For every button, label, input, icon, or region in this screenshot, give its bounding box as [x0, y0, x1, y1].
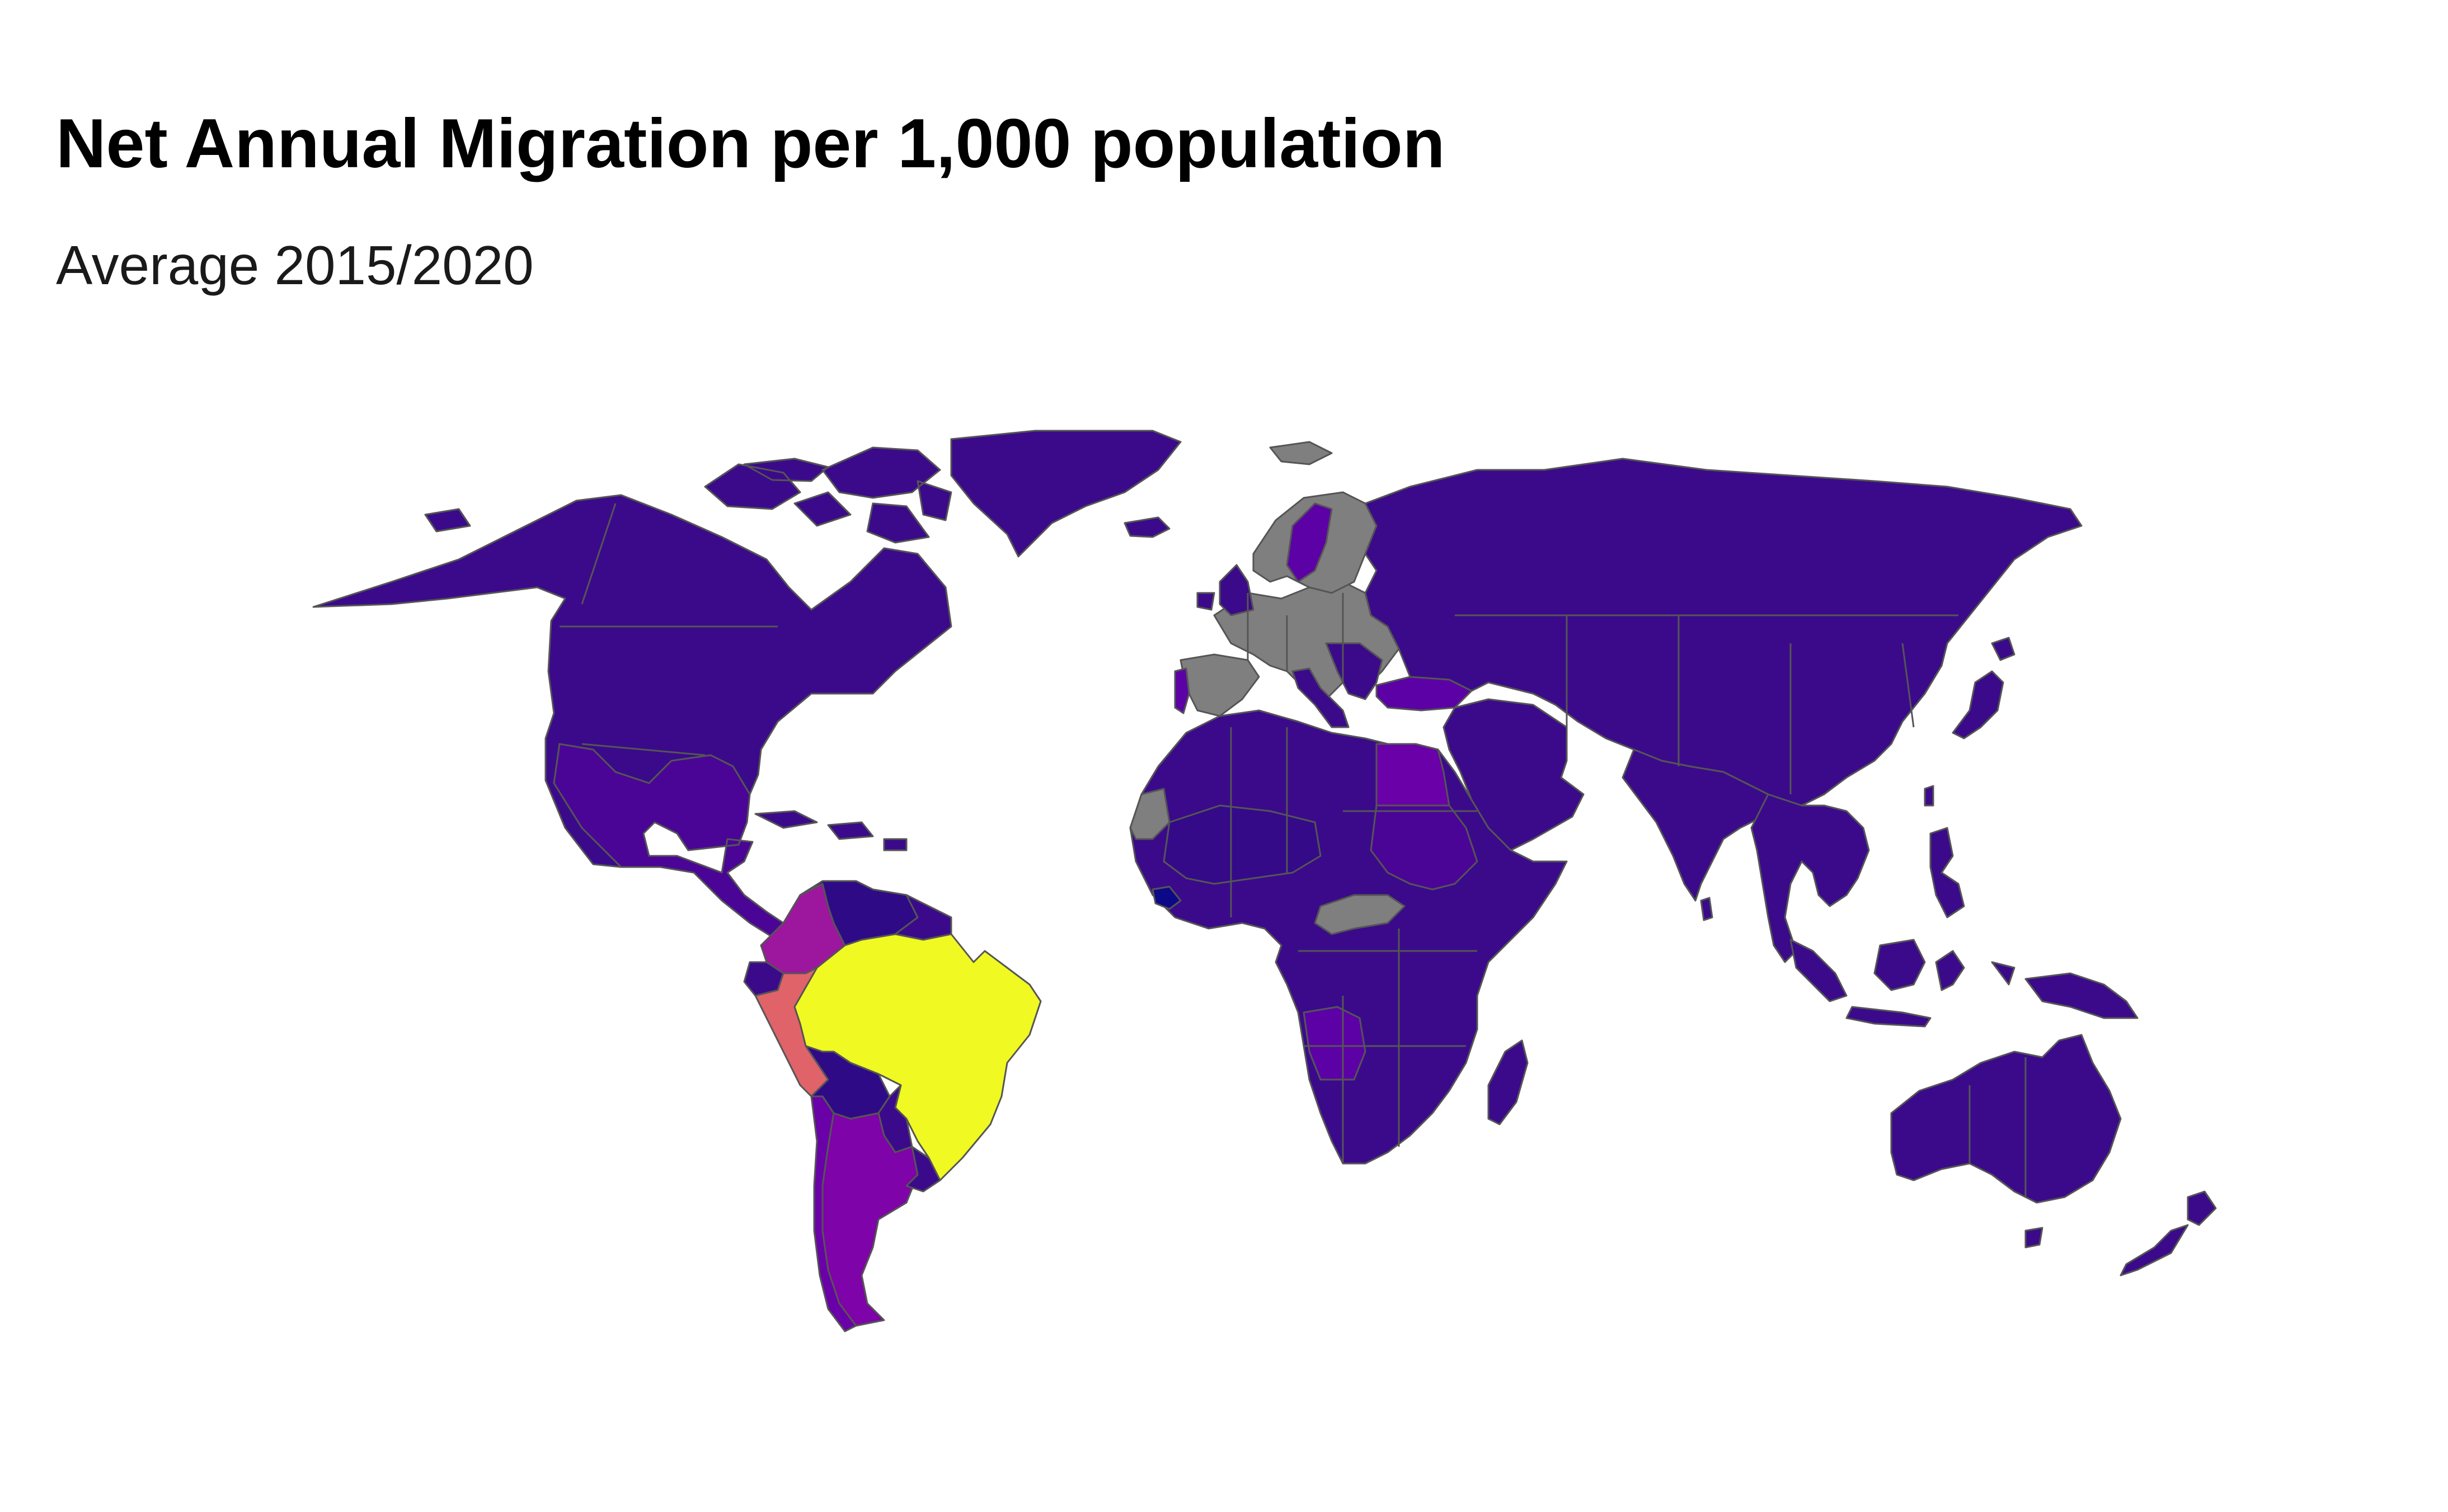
region-balkans	[1325, 642, 1383, 700]
region-sweden	[1286, 502, 1333, 583]
region-india	[1622, 748, 1769, 902]
region-caribbean	[754, 810, 908, 851]
region-australia	[1890, 1034, 2122, 1204]
region-middle-east	[1443, 698, 1585, 851]
region-iberia	[1180, 653, 1260, 717]
region-angola	[1303, 1006, 1366, 1081]
region-new-guinea	[2024, 972, 2139, 1019]
region-indonesia	[1789, 939, 2015, 1028]
region-taiwan	[1924, 785, 1934, 807]
region-iceland	[1124, 516, 1171, 538]
region-canada-islands	[424, 446, 952, 544]
region-egypt	[1375, 743, 1450, 807]
region-southeast-asia	[1750, 793, 1870, 963]
region-greenland	[950, 430, 1182, 558]
region-new-zealand	[2120, 1190, 2217, 1277]
region-liberia	[1152, 885, 1182, 910]
region-portugal	[1174, 667, 1190, 714]
region-svalbard	[1269, 441, 1333, 465]
region-central-america	[553, 743, 784, 938]
region-mali-niger	[1163, 804, 1322, 885]
region-british-isles	[1196, 564, 1254, 616]
region-philippines	[1929, 827, 1965, 918]
region-italy	[1291, 667, 1350, 728]
region-tasmania	[2024, 1227, 2043, 1249]
region-central-african-republic	[1314, 894, 1406, 935]
region-sudan	[1370, 804, 1478, 891]
region-uruguay	[905, 1146, 941, 1193]
region-western-sahara	[1129, 788, 1171, 840]
region-japan	[1952, 637, 2015, 739]
region-sri-lanka	[1700, 897, 1713, 921]
region-argentina	[821, 1112, 919, 1327]
country-borders	[560, 503, 2027, 1197]
map-subtitle: Average 2015/2020	[56, 234, 534, 296]
region-madagascar	[1487, 1039, 1529, 1125]
map-title: Net Annual Migration per 1,000 populatio…	[56, 105, 1445, 182]
region-russia-asia	[1364, 458, 2083, 807]
